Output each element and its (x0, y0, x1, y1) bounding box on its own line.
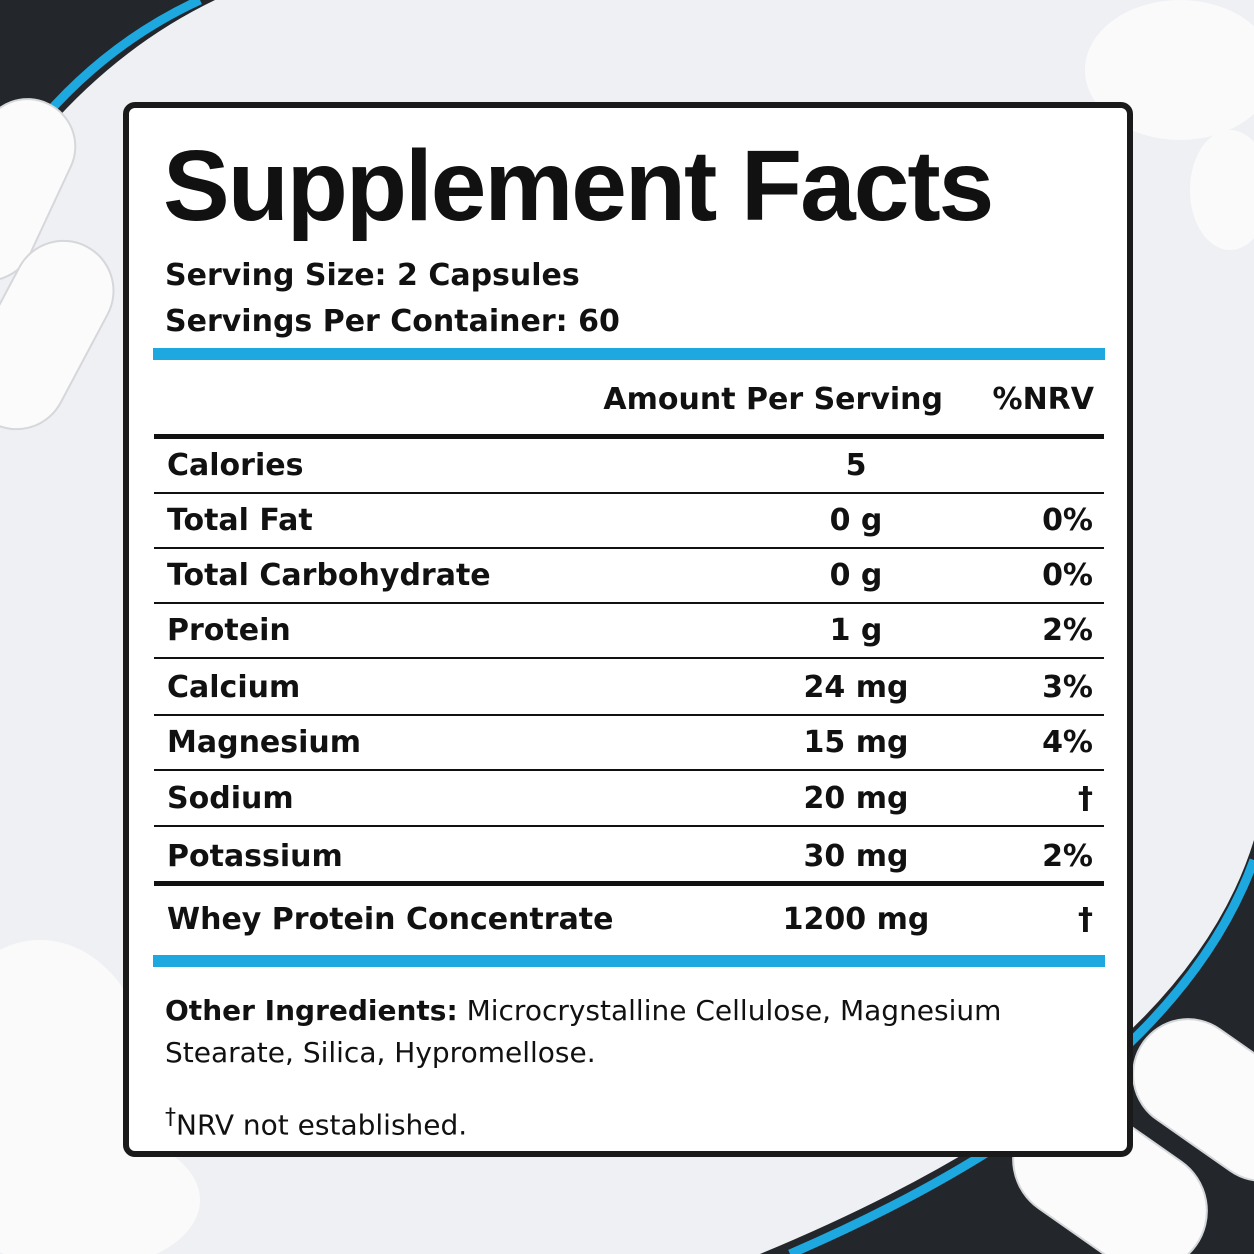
nrv: 0% (1042, 558, 1093, 593)
dark-corner (0, 0, 215, 190)
amount: 0 g (829, 558, 883, 593)
nutrient-name: Calories (167, 448, 304, 483)
amount: 1200 mg (782, 902, 930, 937)
row-rule (154, 714, 1104, 716)
header-rule (154, 434, 1104, 439)
nrv: † (1078, 781, 1093, 816)
nutrient-name: Total Carbohydrate (167, 558, 491, 593)
other-text: Microcrystalline Cellulose, Magnesium St… (165, 994, 1002, 1069)
amount: 30 mg (803, 839, 909, 874)
nutrient-name: Whey Protein Concentrate (167, 902, 614, 937)
amount: 24 mg (803, 670, 909, 705)
amount: 20 mg (803, 781, 909, 816)
footnote-text: NRV not established. (176, 1108, 468, 1142)
amount: 15 mg (803, 725, 909, 760)
nutrient-name: Calcium (167, 670, 301, 705)
other-label: Other Ingredients: (165, 994, 458, 1027)
nutrient-name: Potassium (167, 839, 343, 874)
row-rule (154, 657, 1104, 659)
blue-rule (153, 348, 1105, 360)
servings-per-container: Servings Per Container: 60 (165, 304, 620, 339)
nrv: 2% (1042, 613, 1093, 648)
footnote: †NRV not established. (165, 1098, 467, 1145)
amount: 0 g (829, 503, 883, 538)
other-ingredients: Other Ingredients: Microcrystalline Cell… (165, 990, 1065, 1074)
capsules (0, 98, 1254, 1254)
nutrient-name: Total Fat (167, 503, 313, 538)
section-rule (154, 881, 1104, 886)
nutrient-name: Sodium (167, 781, 294, 816)
nrv: 2% (1042, 839, 1093, 874)
nrv: 0% (1042, 503, 1093, 538)
nrv: 4% (1042, 725, 1093, 760)
column-header: %NRV (992, 382, 1094, 417)
serving-size: Serving Size: 2 Capsules (165, 258, 580, 293)
nrv: 3% (1042, 670, 1093, 705)
amount: 1 g (829, 613, 883, 648)
blue-rule (153, 955, 1105, 967)
footnote-symbol: † (165, 1105, 176, 1130)
column-header: Amount Per Serving (603, 382, 943, 417)
row-rule (154, 825, 1104, 827)
facts-label: Supplement Facts Serving Size: 2 Capsule… (123, 102, 1133, 1157)
title: Supplement Facts (163, 130, 994, 242)
nutrient-name: Magnesium (167, 725, 362, 760)
amount: 5 (845, 448, 867, 483)
row-rule (154, 769, 1104, 771)
nrv: † (1078, 902, 1093, 937)
row-rule (154, 602, 1104, 604)
row-rule (154, 492, 1104, 494)
row-rule (154, 547, 1104, 549)
nutrient-name: Protein (167, 613, 291, 648)
